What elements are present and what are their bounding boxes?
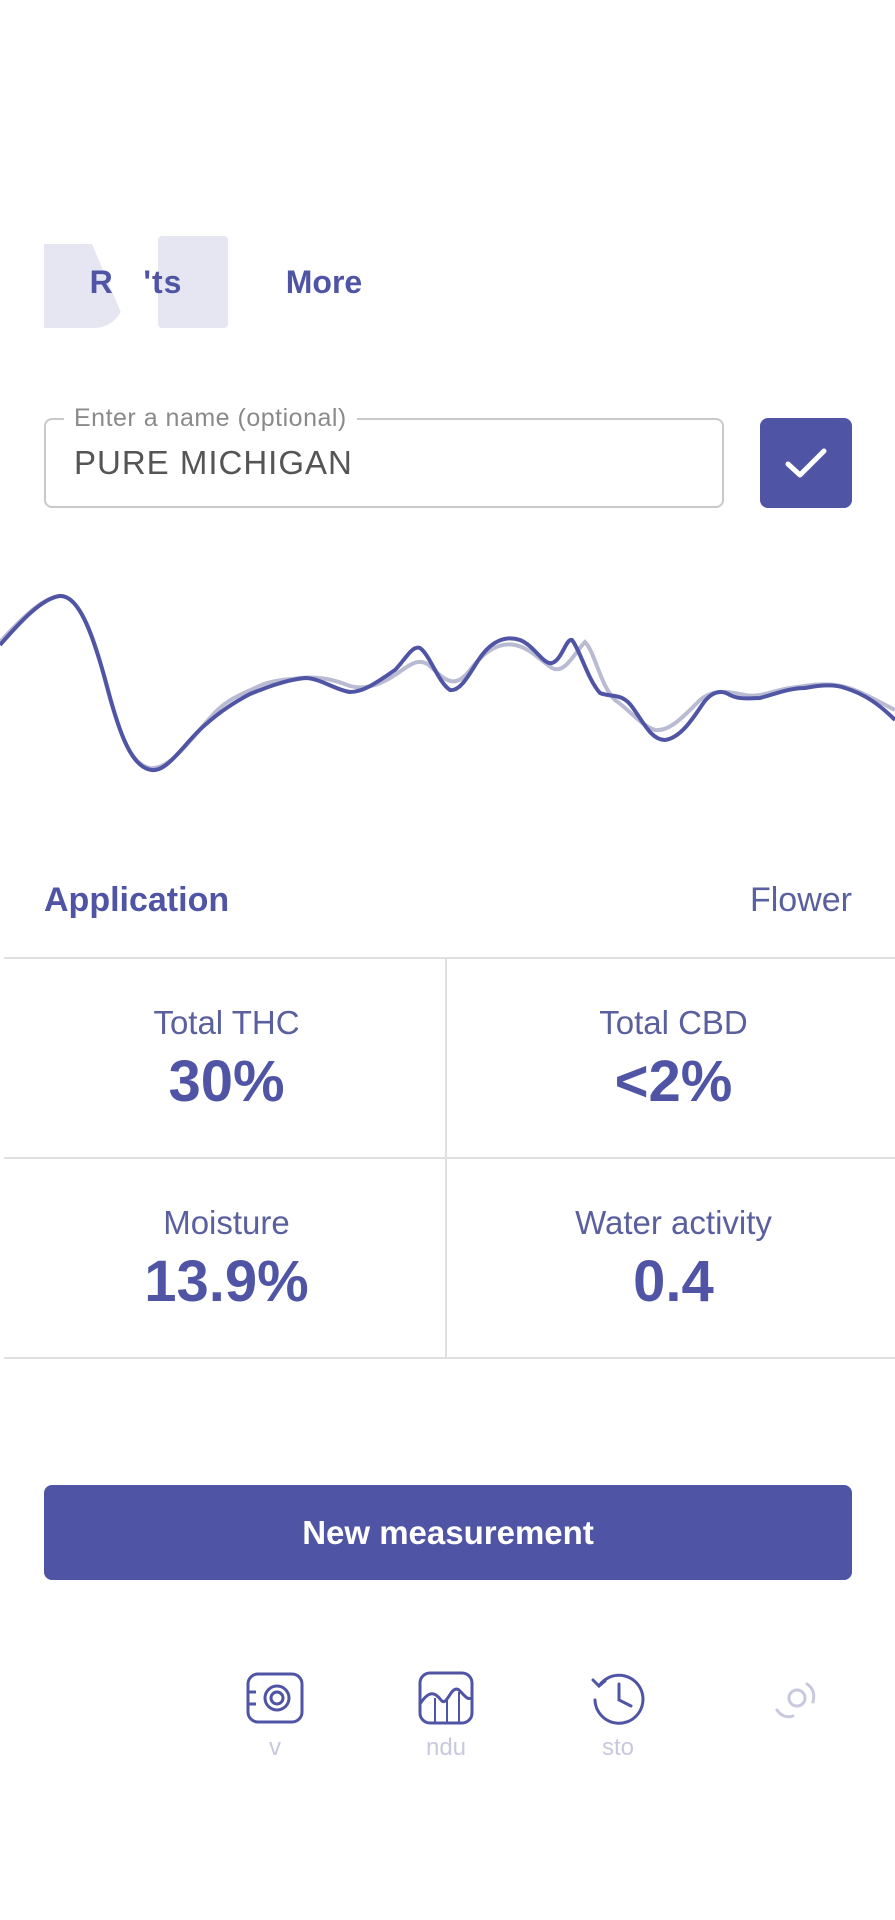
name-input[interactable] [74, 438, 694, 488]
metric-total-thc: Total THC 30% [4, 959, 449, 1159]
spectrum-chart [0, 593, 895, 772]
history-clock-icon [591, 1673, 645, 1725]
nav-item-history[interactable]: sto [558, 1670, 678, 1780]
new-measurement-button[interactable]: New measurement [44, 1485, 852, 1580]
grid-divider [4, 1157, 895, 1159]
settings-icon [775, 1682, 816, 1719]
spectrum-reference-line [0, 593, 895, 771]
metric-label: Moisture [163, 1203, 290, 1241]
tab-highlight [158, 236, 228, 328]
spectrum-sample-line [0, 593, 895, 772]
grid-divider [445, 959, 447, 1359]
metric-label: Total CBD [599, 1003, 748, 1041]
metrics-grid: Total THC 30% Total CBD <2% Moisture 13.… [4, 959, 895, 1359]
divider [4, 957, 895, 959]
confirm-name-button[interactable] [760, 418, 852, 508]
tab-results[interactable]: R 'ts [44, 236, 228, 328]
grid-divider [4, 1357, 895, 1359]
camera-device-icon [246, 1672, 304, 1724]
tab-more[interactable]: More [264, 236, 384, 328]
metric-label: Water activity [575, 1203, 772, 1241]
nav-label: sto [601, 1734, 634, 1761]
tab-results-label: R 'ts [89, 263, 183, 300]
application-label: Application [44, 880, 230, 919]
metric-value: 30% [168, 1048, 285, 1114]
metric-value: 13.9% [144, 1248, 309, 1314]
nav-label: v [269, 1734, 281, 1761]
nav-item-measure[interactable]: v [215, 1670, 335, 1780]
tab-bar: R 'ts More [44, 236, 444, 328]
name-field: Enter a name (optional) [44, 404, 724, 508]
nav-item-settings[interactable] [735, 1670, 855, 1780]
application-row: Application Flower [44, 870, 852, 930]
metric-label: Total THC [153, 1003, 300, 1041]
metric-moisture: Moisture 13.9% [4, 1159, 449, 1359]
metric-water-activity: Water activity 0.4 [451, 1159, 895, 1359]
tab-more-label: More [285, 263, 363, 300]
metric-value: <2% [614, 1048, 733, 1114]
metric-value: 0.4 [633, 1248, 714, 1314]
nav-label: ndu [425, 1734, 467, 1761]
checkmark-icon [785, 448, 827, 478]
spectrum-chart-icon [418, 1671, 474, 1725]
metric-total-cbd: Total CBD <2% [451, 959, 895, 1159]
application-value: Flower [749, 880, 852, 919]
name-field-legend: Enter a name (optional) [64, 404, 357, 433]
nav-item-products[interactable]: ndu [386, 1670, 506, 1780]
